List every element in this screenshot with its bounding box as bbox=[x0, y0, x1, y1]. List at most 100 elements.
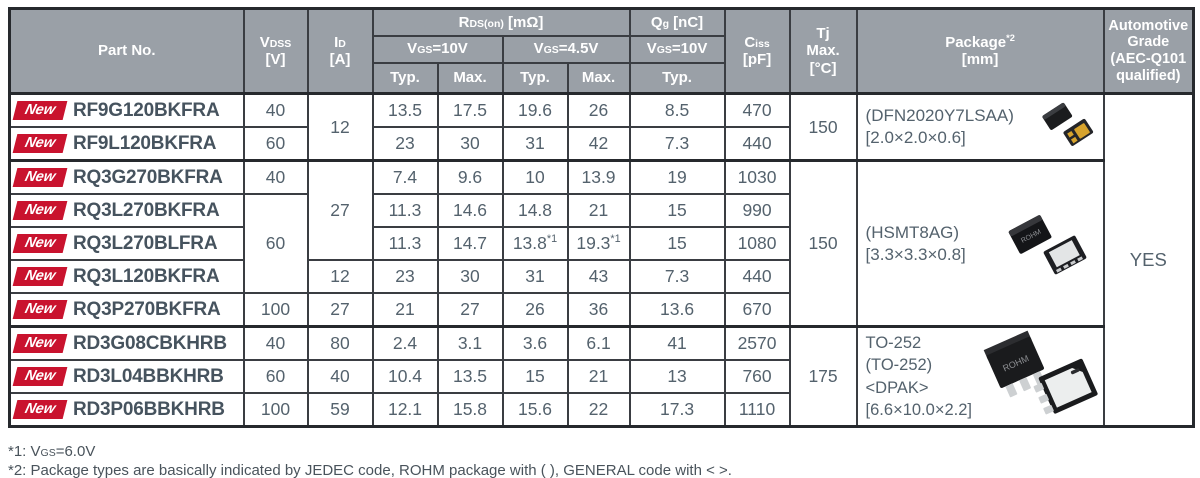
header-qg-typ: Typ. bbox=[628, 61, 726, 95]
cell-max10: 14.6 bbox=[436, 193, 504, 228]
product-lineup-table-wrap: Part No. VDSS [V] ID [A] RDS(on) [mΩ] Qg… bbox=[8, 7, 1196, 428]
part-number: RD3P06BBKHRB bbox=[73, 398, 225, 420]
cell-tj-max: 150 bbox=[788, 159, 858, 328]
cell-ciss: 440 bbox=[723, 126, 791, 162]
cell-vdss: 60 bbox=[242, 193, 309, 294]
cell-tj-max: 150 bbox=[788, 92, 858, 162]
cell-max10: 30 bbox=[436, 259, 504, 294]
cell-typ10: 11.3 bbox=[371, 226, 439, 261]
cell-max45: 43 bbox=[566, 259, 631, 294]
cell-part: New RF9L120BKFRA bbox=[8, 126, 245, 162]
cell-part: New RQ3P270BKFRA bbox=[8, 292, 245, 328]
cell-qg: 8.5 bbox=[628, 92, 726, 128]
header-row-1: Part No. VDSS [V] ID [A] RDS(on) [mΩ] Qg… bbox=[8, 7, 1195, 95]
product-lineup-table: Part No. VDSS [V] ID [A] RDS(on) [mΩ] Qg… bbox=[8, 7, 1196, 428]
cell-automotive-grade: YES bbox=[1102, 92, 1195, 428]
cell-ciss: 470 bbox=[723, 92, 791, 128]
cell-ciss: 440 bbox=[723, 259, 791, 294]
cell-part: New RQ3L120BKFRA bbox=[8, 259, 245, 294]
cell-package-to252: TO-252 (TO-252) <DPAK> [6.6×10.0×2.2] bbox=[855, 325, 1105, 428]
cell-typ10: 23 bbox=[371, 126, 439, 162]
cell-part: New RD3G08CBKHRB bbox=[8, 325, 245, 361]
header-package: Package*2 [mm] bbox=[855, 7, 1105, 95]
table-row: New RF9L120BKFRA 60 23 30 31 42 7.3 440 bbox=[8, 126, 1194, 162]
table-row: New RQ3L120BKFRA 12 23 30 31 43 7.3 440 bbox=[8, 259, 1194, 294]
table-row: New RQ3L270BKFRA 60 11.3 14.6 14.8 21 15… bbox=[8, 193, 1194, 294]
cell-max10: 15.8 bbox=[436, 392, 504, 428]
header-qg-vgs-10v: VGS=10V bbox=[628, 34, 726, 64]
cell-max45: 6.1 bbox=[566, 325, 631, 361]
part-number: RD3G08CBKHRB bbox=[73, 332, 227, 354]
cell-typ10: 7.4 bbox=[371, 159, 439, 195]
cell-id: 59 bbox=[306, 392, 374, 428]
cell-max45: 22 bbox=[566, 392, 631, 428]
cell-typ45: 26 bbox=[501, 292, 569, 328]
table-row: New RQ3L270BLFRA 11.3 14.7 13.8*1 19.3*1… bbox=[8, 226, 1194, 261]
new-badge: New bbox=[12, 367, 68, 386]
cell-id: 40 bbox=[306, 359, 374, 394]
to252-package-image: ROHM bbox=[983, 330, 1098, 414]
table-body: New RF9G120BKFRA 40 12 13.5 17.5 19.6 26… bbox=[8, 92, 1195, 428]
cell-tj-max: 175 bbox=[788, 325, 858, 428]
cell-max10: 30 bbox=[436, 126, 504, 162]
header-tj-max: Tj Max. [°C] bbox=[788, 7, 858, 95]
header-ciss: Ciss [pF] bbox=[723, 7, 791, 95]
table-row: New RD3G08CBKHRB 40 80 2.4 3.1 3.6 6.1 4… bbox=[8, 325, 1194, 428]
cell-max45: 36 bbox=[566, 292, 631, 328]
cell-package-hsmt8ag: (HSMT8AG) [3.3×3.3×0.8] ROHM bbox=[855, 159, 1105, 328]
cell-typ10: 23 bbox=[371, 259, 439, 294]
cell-qg: 13 bbox=[628, 359, 726, 394]
header-vgs-4-5v: VGS=4.5V bbox=[501, 34, 631, 64]
new-badge: New bbox=[12, 101, 68, 120]
footnote-1: *1: VGS=6.0V bbox=[8, 443, 96, 460]
cell-max10: 27 bbox=[436, 292, 504, 328]
header-max-10v: Max. bbox=[436, 61, 504, 95]
cell-qg: 17.3 bbox=[628, 392, 726, 428]
cell-part: New RQ3L270BKFRA bbox=[8, 193, 245, 228]
header-row-3: Typ. Max. Typ. Max. Typ. bbox=[10, 61, 1194, 95]
cell-max45: 13.9 bbox=[566, 159, 631, 195]
cell-id: 27 bbox=[306, 292, 374, 328]
cell-ciss: 990 bbox=[723, 193, 791, 228]
cell-max45: 26 bbox=[566, 92, 631, 128]
package-name: TO-252 (TO-252) <DPAK> [6.6×10.0×2.2] bbox=[865, 333, 972, 420]
table-row: New RF9G120BKFRA 40 12 13.5 17.5 19.6 26… bbox=[8, 92, 1195, 428]
header-id: ID [A] bbox=[306, 7, 374, 95]
header-typ-10v: Typ. bbox=[371, 61, 439, 95]
cell-id: 12 bbox=[306, 92, 374, 162]
cell-typ10: 10.4 bbox=[371, 359, 439, 394]
part-number: RD3L04BBKHRB bbox=[73, 365, 224, 387]
part-number: RQ3L270BLFRA bbox=[73, 232, 218, 254]
header-qg: Qg [nC] bbox=[628, 7, 726, 37]
cell-typ45: 31 bbox=[501, 259, 569, 294]
footnote-2: *2: Package types are basically indicate… bbox=[8, 462, 732, 478]
cell-ciss: 2570 bbox=[723, 325, 791, 361]
cell-max45: 21 bbox=[566, 193, 631, 228]
cell-qg: 41 bbox=[628, 325, 726, 361]
new-badge: New bbox=[12, 201, 68, 220]
cell-typ45: 31 bbox=[501, 126, 569, 162]
cell-vdss: 60 bbox=[242, 126, 309, 162]
table-row: New RQ3P270BKFRA 100 27 21 27 26 36 13.6… bbox=[8, 292, 1194, 328]
hsmt8ag-package-image: ROHM bbox=[1008, 214, 1086, 274]
part-number: RQ3L270BKFRA bbox=[73, 199, 220, 221]
package-name: (DFN2020Y7LSAA) [2.0×2.0×0.6] bbox=[865, 106, 1014, 147]
cell-typ45: 14.8 bbox=[501, 193, 569, 228]
footnotes: *1: VGS=6.0V *2: Package types are basic… bbox=[8, 443, 732, 478]
part-number: RQ3P270BKFRA bbox=[73, 298, 221, 320]
cell-part: New RF9G120BKFRA bbox=[8, 92, 245, 128]
cell-part: New RQ3G270BKFRA bbox=[8, 159, 245, 195]
cell-qg: 7.3 bbox=[628, 126, 726, 162]
cell-typ10: 11.3 bbox=[371, 193, 439, 228]
cell-ciss: 1030 bbox=[723, 159, 791, 195]
cell-max10: 14.7 bbox=[436, 226, 504, 261]
cell-vdss: 40 bbox=[242, 92, 309, 128]
cell-max45: 42 bbox=[566, 126, 631, 162]
new-badge: New bbox=[12, 300, 68, 319]
cell-vdss: 40 bbox=[242, 325, 309, 361]
cell-vdss: 40 bbox=[242, 159, 309, 195]
cell-id: 80 bbox=[306, 325, 374, 361]
new-badge: New bbox=[12, 334, 68, 353]
cell-max10: 13.5 bbox=[436, 359, 504, 394]
